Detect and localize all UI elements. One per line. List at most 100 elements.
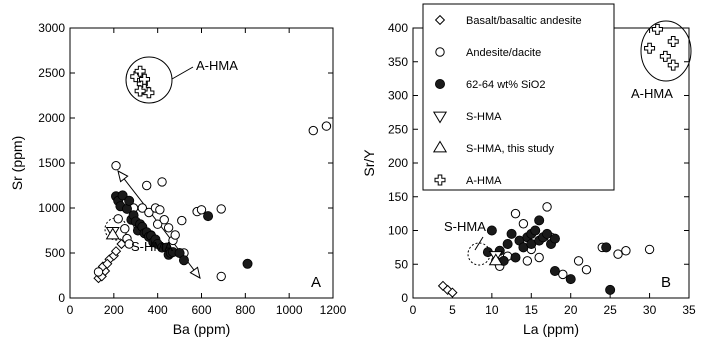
a-hma-annotation: A-HMA bbox=[631, 86, 673, 101]
series-diamond bbox=[437, 280, 458, 298]
data-point-circle-filled bbox=[203, 211, 214, 222]
y-tick-label: 2000 bbox=[38, 111, 65, 125]
x-axis-label: La (ppm) bbox=[523, 321, 579, 337]
x-tick-label: 1200 bbox=[320, 303, 347, 317]
a-hma-leader-line bbox=[171, 66, 194, 80]
a-hma-annotation: A-HMA bbox=[196, 58, 238, 73]
data-point-circle-open bbox=[522, 256, 533, 266]
data-point-circle-filled bbox=[242, 258, 253, 269]
data-point-circle-open bbox=[510, 208, 521, 219]
data-point-circle-filled bbox=[502, 238, 513, 249]
x-tick-label: 200 bbox=[104, 303, 124, 317]
data-point-circle-filled bbox=[542, 228, 553, 239]
data-point-circle-open bbox=[93, 267, 104, 277]
data-point-cross bbox=[667, 36, 679, 47]
y-tick-label: 2500 bbox=[38, 66, 65, 80]
series-circle-filled bbox=[111, 190, 253, 269]
a-hma-group-circle bbox=[125, 56, 173, 104]
data-point-circle-open bbox=[573, 256, 584, 266]
legend-box bbox=[422, 3, 615, 191]
y-tick-label: 200 bbox=[388, 156, 408, 170]
x-tick-label: 1000 bbox=[276, 303, 303, 317]
x-tick-label: 600 bbox=[191, 303, 211, 317]
data-point-circle-open bbox=[124, 239, 134, 249]
data-point-cross bbox=[667, 59, 679, 71]
data-point-circle-filled bbox=[565, 274, 576, 285]
trend-arrow-up-head bbox=[117, 170, 129, 183]
legend-label: S-HMA, this study bbox=[466, 143, 555, 155]
legend: Basalt/basaltic andesite Andesite/dacite 6… bbox=[422, 3, 615, 191]
panel-letter: A bbox=[311, 274, 321, 291]
data-point-circle-open bbox=[581, 264, 592, 275]
data-point-circle-open bbox=[144, 207, 154, 218]
data-point-circle-open bbox=[163, 223, 174, 233]
x-tick-label: 20 bbox=[564, 303, 578, 317]
data-point-circle-open bbox=[216, 204, 226, 214]
data-point-circle-open bbox=[613, 249, 623, 259]
data-point-circle-filled bbox=[174, 247, 185, 258]
data-point-circle-open bbox=[534, 252, 544, 263]
legend-marker-circle-open bbox=[435, 47, 445, 57]
panel-a: 0 200 400 600 800 1000 1200 0 500 1000 1500 2000 250… bbox=[9, 21, 347, 337]
y-tick-label: 300 bbox=[388, 89, 408, 103]
x-tick-label: 800 bbox=[235, 303, 255, 317]
legend-marker-circle-filled bbox=[434, 79, 445, 90]
data-point-circle-filled bbox=[178, 255, 189, 266]
y-axis-label: Sr (ppm) bbox=[9, 136, 25, 190]
legend-label: Basalt/basaltic andesite bbox=[466, 15, 582, 27]
data-point-circle-open bbox=[155, 205, 165, 215]
data-point-circle-open bbox=[170, 230, 180, 240]
a-hma-group-circle bbox=[640, 20, 692, 82]
y-tick-label: 500 bbox=[45, 246, 65, 260]
legend-label: 62-64 wt% SiO2 bbox=[466, 79, 545, 91]
y-tick-label: 1500 bbox=[38, 156, 65, 170]
data-point-diamond bbox=[110, 246, 122, 257]
series-triangle-up bbox=[105, 227, 120, 240]
trend-arrow-down-head bbox=[189, 266, 201, 279]
panel-b: 0 5 10 15 20 25 30 35050100150200250300350400La… bbox=[361, 20, 696, 337]
x-tick-label: 400 bbox=[148, 303, 168, 317]
x-tick-label: 0 bbox=[410, 303, 417, 317]
data-point-circle-filled bbox=[549, 265, 560, 276]
data-point-circle-open bbox=[621, 246, 631, 256]
data-point-cross bbox=[139, 73, 151, 85]
y-tick-label: 100 bbox=[388, 224, 408, 238]
data-point-circle-open bbox=[518, 219, 529, 229]
x-axis-label: Ba (ppm) bbox=[173, 321, 231, 337]
panel-letter: B bbox=[661, 274, 671, 291]
data-point-circle-filled bbox=[510, 252, 521, 263]
data-point-circle-filled bbox=[117, 190, 128, 201]
x-tick-label: 5 bbox=[449, 303, 456, 317]
s-hma-annotation: S-HMA bbox=[131, 239, 173, 254]
s-hma-annotation: S-HMA bbox=[444, 219, 486, 234]
data-point-circle-open bbox=[113, 214, 123, 224]
data-point-circle-filled bbox=[605, 284, 616, 295]
data-point-circle-filled bbox=[124, 195, 135, 206]
x-tick-label: 15 bbox=[525, 303, 539, 317]
data-point-circle-open bbox=[308, 125, 318, 136]
data-point-cross bbox=[134, 85, 146, 97]
y-tick-label: 250 bbox=[388, 122, 408, 136]
y-tick-label: 3000 bbox=[38, 21, 65, 35]
data-point-circle-open bbox=[159, 215, 169, 225]
data-point-circle-open bbox=[644, 244, 655, 255]
data-point-triangle-up bbox=[488, 253, 503, 266]
y-tick-label: 0 bbox=[401, 291, 408, 305]
data-point-circle-filled bbox=[530, 225, 541, 236]
data-point-circle-open bbox=[142, 180, 152, 191]
x-tick-label: 0 bbox=[67, 303, 74, 317]
series-circle-filled bbox=[482, 215, 616, 295]
trend-arrow-up bbox=[117, 170, 161, 226]
data-point-circle-filled bbox=[601, 242, 612, 253]
data-point-circle-filled bbox=[506, 228, 517, 239]
legend-marker-triangle-down bbox=[432, 111, 448, 124]
y-tick-label: 1000 bbox=[38, 201, 65, 215]
data-point-circle-filled bbox=[486, 225, 497, 236]
x-tick-label: 10 bbox=[485, 303, 499, 317]
data-point-circle-open bbox=[137, 203, 148, 213]
y-tick-label: 350 bbox=[388, 55, 408, 69]
data-point-cross bbox=[651, 23, 663, 35]
y-axis-label: Sr/Y bbox=[361, 149, 377, 177]
y-tick-label: 50 bbox=[395, 257, 409, 271]
x-tick-label: 30 bbox=[643, 303, 657, 317]
